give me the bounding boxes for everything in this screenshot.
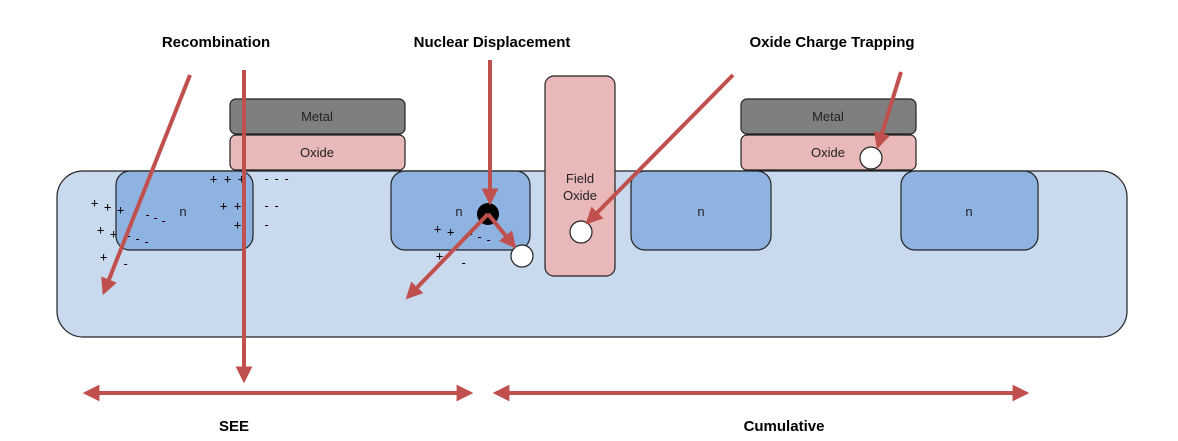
oxide-left-label: Oxide xyxy=(300,145,334,160)
field-oxide xyxy=(544,75,616,277)
metal-left xyxy=(229,98,406,135)
negative-charge: - xyxy=(152,211,159,225)
negative-charge: - xyxy=(144,208,151,222)
positive-charge: + xyxy=(117,203,124,217)
displaced-atom-vacancy xyxy=(510,244,534,268)
positive-charge: + xyxy=(234,199,241,213)
positive-charge: + xyxy=(220,199,227,213)
field-oxide-label-line2: Oxide xyxy=(563,188,597,203)
negative-charge: - xyxy=(460,256,467,270)
positive-charge: + xyxy=(210,172,217,186)
field-oxide-trapping-arrow xyxy=(585,73,735,225)
recoil-arrow-down-left xyxy=(405,212,490,300)
n-region-1-label: n xyxy=(179,204,186,219)
positive-charge: + xyxy=(447,225,454,239)
n-region-4-label: n xyxy=(965,204,972,219)
negative-charge: - xyxy=(263,218,270,232)
oxide-charge-trapping-title: Oxide Charge Trapping xyxy=(749,34,914,51)
n-region-3-label: n xyxy=(697,204,704,219)
gate-oxide-trapping-arrow xyxy=(873,71,903,150)
negative-charge: - xyxy=(143,235,150,249)
n-region-1 xyxy=(115,170,254,251)
n-region-3 xyxy=(630,170,772,251)
recoil-arrow-down-right xyxy=(486,212,517,249)
oxide-right-label: Oxide xyxy=(811,145,845,160)
gate-oxide-trapped-charge xyxy=(859,146,883,170)
positive-charge: + xyxy=(110,227,117,241)
recombination-arrow-diagonal xyxy=(101,74,192,296)
field-oxide-label-line1: Field xyxy=(566,171,594,186)
positive-charge: + xyxy=(97,223,104,237)
positive-charge: + xyxy=(91,196,98,210)
metal-right-label: Metal xyxy=(812,109,844,124)
positive-charge: + xyxy=(234,218,241,232)
positive-charge: + xyxy=(100,250,107,264)
positive-charge: + xyxy=(238,172,245,186)
positive-charge: + xyxy=(224,172,231,186)
n-region-2-label: n xyxy=(455,204,462,219)
positive-charge: + xyxy=(436,249,443,263)
negative-charge: - xyxy=(273,199,280,213)
negative-charge: - xyxy=(134,232,141,246)
negative-charge: - xyxy=(160,214,167,228)
oxide-left xyxy=(229,134,406,171)
metal-left-label: Metal xyxy=(301,109,333,124)
see-title: SEE xyxy=(219,418,249,435)
radiation-arrows xyxy=(82,60,1030,402)
positive-charge: + xyxy=(104,200,111,214)
negative-charge: - xyxy=(273,172,280,186)
negative-charge: - xyxy=(122,257,129,271)
negative-charge: - xyxy=(125,229,132,243)
cumulative-title: Cumulative xyxy=(744,418,825,435)
negative-charge: - xyxy=(283,172,290,186)
nuclear-displacement-title: Nuclear Displacement xyxy=(414,34,571,51)
positive-charge: + xyxy=(434,222,441,236)
negative-charge: - xyxy=(263,199,270,213)
negative-charge: - xyxy=(476,230,483,244)
negative-charge: - xyxy=(263,172,270,186)
metal-right xyxy=(740,98,917,135)
recombination-title: Recombination xyxy=(162,34,270,51)
n-region-4 xyxy=(900,170,1039,251)
field-oxide-trapped-charge xyxy=(569,220,593,244)
negative-charge: - xyxy=(485,233,492,247)
